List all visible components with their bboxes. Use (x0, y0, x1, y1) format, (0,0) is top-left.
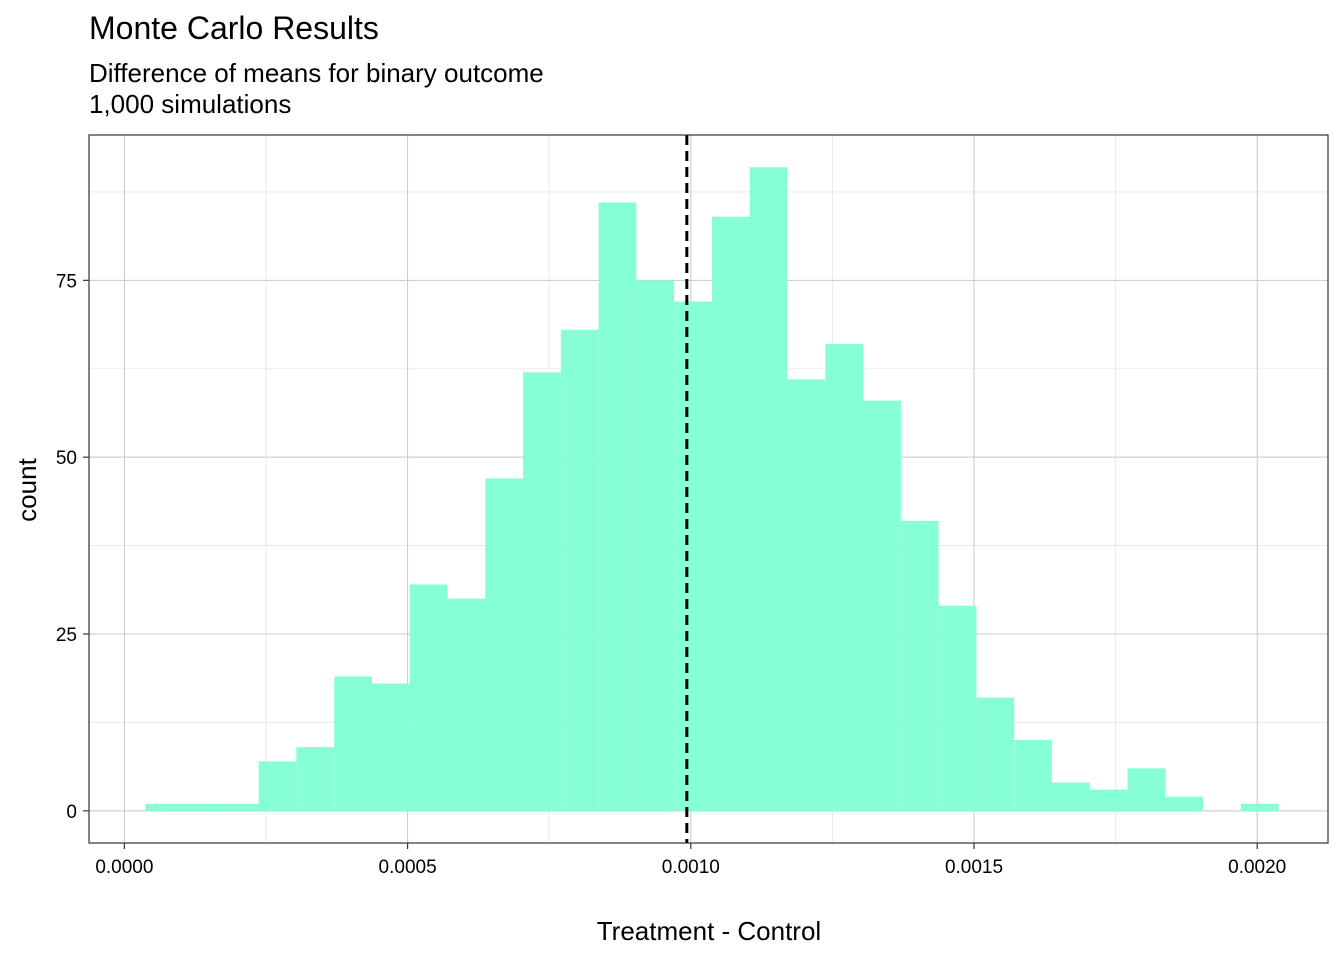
x-tick-label: 0.0000 (95, 857, 153, 878)
y-axis: 0 25 50 75 (56, 271, 89, 823)
histogram-bar (485, 478, 524, 811)
histogram-bar (900, 520, 939, 811)
histogram-bar (674, 301, 712, 811)
histogram-bar (1014, 740, 1052, 811)
histogram-bar (258, 761, 297, 811)
histogram-bars (145, 167, 1279, 811)
y-tick-label: 25 (56, 625, 77, 646)
histogram-bar (825, 344, 864, 811)
chart-title: Monte Carlo Results (89, 10, 379, 46)
subtitle-line-1: Difference of means for binary outcome (89, 58, 544, 88)
histogram-bar (787, 379, 826, 811)
x-axis-title: Treatment - Control (597, 916, 821, 946)
histogram-bar (1051, 782, 1090, 811)
histogram-bar (183, 803, 221, 811)
x-axis: 0.0000 0.0005 0.0010 0.0015 0.0020 (95, 843, 1286, 878)
histogram-bar (636, 280, 675, 811)
histogram-bar (334, 676, 372, 811)
y-tick-label: 75 (56, 271, 77, 292)
histogram-bar (409, 584, 448, 811)
histogram-bar (598, 202, 637, 811)
x-tick-label: 0.0020 (1228, 857, 1286, 878)
histogram-bar (447, 598, 486, 811)
histogram-bar (560, 329, 599, 811)
histogram-bar (296, 747, 335, 811)
y-axis-title: count (12, 457, 42, 521)
histogram-bar (976, 697, 1015, 811)
x-tick-label: 0.0010 (662, 857, 720, 878)
histogram-bar (371, 683, 410, 811)
histogram-bar (938, 605, 977, 811)
histogram-bar (1240, 803, 1279, 811)
histogram-bar (1089, 789, 1128, 811)
x-tick-label: 0.0005 (379, 857, 437, 878)
y-tick-label: 0 (66, 802, 77, 823)
histogram-bar (1165, 796, 1204, 811)
y-tick-label: 50 (56, 448, 77, 469)
panel-border (88, 134, 1329, 844)
subtitle-line-2: 1,000 simulations (89, 89, 292, 119)
x-tick-label: 0.0015 (945, 857, 1003, 878)
histogram-bar (1127, 768, 1166, 811)
histogram-bar (523, 372, 561, 811)
histogram-bar (863, 400, 901, 811)
chart-subtitle: Difference of means for binary outcome 1… (89, 58, 544, 120)
histogram-bar (749, 167, 788, 811)
histogram-bar (220, 803, 259, 811)
histogram-bar (711, 216, 750, 811)
histogram-bar (145, 803, 184, 811)
